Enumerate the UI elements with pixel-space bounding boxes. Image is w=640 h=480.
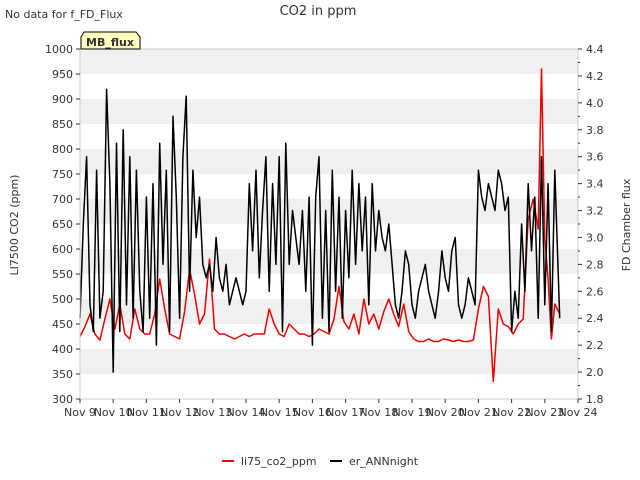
y2-tick-label: 3.6	[586, 151, 604, 164]
mb-flux-badge: MB_flux	[80, 31, 141, 50]
legend-label-ann: er_ANNnight	[349, 455, 419, 468]
legend: li75_co2_ppm er_ANNnight	[222, 455, 419, 468]
badge-tab	[80, 31, 141, 50]
y2-tick-label: 3.8	[586, 124, 604, 137]
y2-axis-label: FD Chamber flux	[620, 178, 633, 271]
y-tick-label: 600	[52, 243, 73, 256]
x-tick-label: Nov 10	[94, 406, 133, 419]
x-tick-label: Nov 15	[260, 406, 299, 419]
y-tick-label: 850	[52, 118, 73, 131]
y-tick-label: 300	[52, 393, 73, 406]
y-tick-label: 800	[52, 143, 73, 156]
grid-band	[80, 149, 578, 174]
y2-tick-label: 2.2	[586, 339, 604, 352]
x-tick-label: Nov 24	[559, 406, 598, 419]
grid-band	[80, 49, 578, 74]
series-line-er_ANNnight	[79, 88, 561, 373]
legend-label-li75: li75_co2_ppm	[241, 455, 317, 468]
y2-tick-label: 4.2	[586, 70, 604, 83]
y-tick-label: 700	[52, 193, 73, 206]
y2-tick-label: 2.4	[586, 312, 604, 325]
y-tick-label: 400	[52, 343, 73, 356]
grid-band	[80, 99, 578, 124]
y2-tick-label: 3.0	[586, 231, 604, 244]
x-tick-label: Nov 14	[227, 406, 266, 419]
y2-tick-label: 4.0	[586, 97, 604, 110]
x-tick-label: Nov 17	[326, 406, 365, 419]
x-tick-label: Nov 13	[193, 406, 232, 419]
y-tick-label: 900	[52, 93, 73, 106]
y2-tick-label: 2.6	[586, 285, 604, 298]
y2-tick-label: 1.8	[586, 393, 604, 406]
x-tick-label: Nov 19	[393, 406, 432, 419]
y-tick-label: 1000	[45, 43, 73, 56]
x-tick-label: Nov 9	[64, 406, 96, 419]
axes: 300 350 400 450 500 550 600 650 700 750 800 850 900 9…	[45, 43, 604, 419]
x-tick-label: Nov 20	[426, 406, 465, 419]
y2-tick-label: 3.4	[586, 178, 604, 191]
x-tick-label: Nov 23	[525, 406, 564, 419]
y-tick-label: 350	[52, 368, 73, 381]
series-line-li75_co2_ppm	[79, 68, 561, 383]
y-tick-label: 550	[52, 268, 73, 281]
y-tick-label: 950	[52, 68, 73, 81]
x-tick-label: Nov 18	[359, 406, 398, 419]
x-tick-label: Nov 11	[127, 406, 166, 419]
chart-title: CO2 in ppm	[280, 4, 357, 19]
y-axis-label: LI7500 CO2 (ppm)	[8, 175, 21, 276]
grid-bands	[80, 49, 578, 374]
plot-lines	[79, 68, 561, 383]
x-tick-label: Nov 16	[293, 406, 332, 419]
status-text: No data for f_FD_Flux	[5, 8, 123, 21]
y2-tick-label: 3.2	[586, 205, 604, 218]
y-tick-label: 450	[52, 318, 73, 331]
badge-label: MB_flux	[86, 36, 134, 49]
grid-band	[80, 349, 578, 374]
y2-tick-label: 2.0	[586, 366, 604, 379]
y2-tick-label: 2.8	[586, 258, 604, 271]
y-tick-label: 650	[52, 218, 73, 231]
x-tick-label: Nov 12	[160, 406, 199, 419]
x-tick-label: Nov 22	[492, 406, 531, 419]
y-tick-label: 750	[52, 168, 73, 181]
y2-tick-label: 4.4	[586, 43, 604, 56]
y-tick-label: 500	[52, 293, 73, 306]
x-tick-label: Nov 21	[459, 406, 498, 419]
